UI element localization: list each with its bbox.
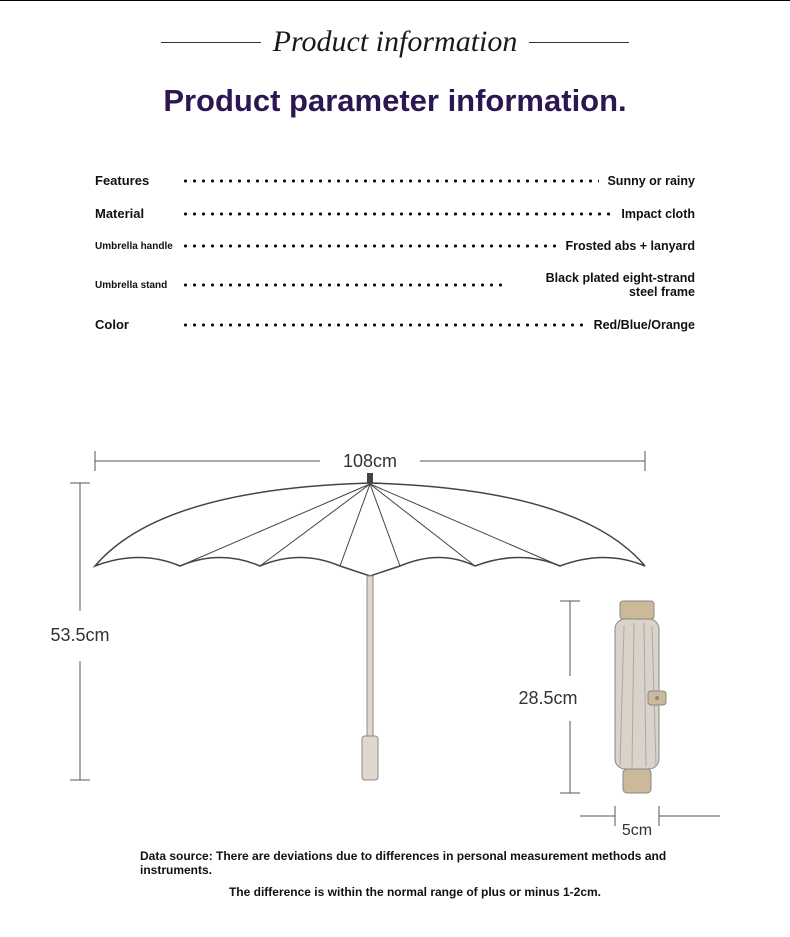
footnote-line2: The difference is within the normal rang…: [140, 885, 690, 899]
dot-leader: [181, 279, 507, 291]
spec-row: Features Sunny or rainy: [95, 173, 695, 188]
spec-label: Color: [95, 317, 173, 332]
spec-value: Frosted abs + lanyard: [565, 239, 695, 253]
canopy-shape: [95, 483, 645, 576]
dimension-diagram: 108cm 53.5cm: [0, 431, 790, 851]
rule-left: [161, 42, 261, 43]
dot-leader: [181, 319, 586, 331]
folded-height-label: 28.5cm: [518, 688, 577, 708]
spec-value: Black plated eight-strand steel frame: [515, 271, 695, 299]
width-label: 108cm: [343, 451, 397, 471]
script-title-text: Product information: [273, 25, 518, 59]
spec-label: Material: [95, 206, 173, 221]
spec-value: Sunny or rainy: [607, 174, 695, 188]
spec-value: Red/Blue/Orange: [594, 318, 695, 332]
spec-row: Umbrella handle Frosted abs + lanyard: [95, 239, 695, 253]
dot-leader: [181, 208, 613, 220]
script-title: Product information: [0, 25, 790, 59]
spec-row: Material Impact cloth: [95, 206, 695, 221]
folded-umbrella: [615, 601, 666, 793]
height-label: 53.5cm: [50, 625, 109, 645]
dot-leader: [181, 240, 557, 252]
rule-right: [529, 42, 629, 43]
spec-value: Impact cloth: [621, 207, 695, 221]
spec-row: Color Red/Blue/Orange: [95, 317, 695, 332]
dot-leader: [181, 175, 599, 187]
spec-label: Umbrella stand: [95, 280, 173, 291]
main-title: Product parameter information.: [0, 83, 790, 119]
spec-label: Umbrella handle: [95, 241, 173, 252]
spec-label: Features: [95, 173, 173, 188]
spec-row: Umbrella stand Black plated eight-strand …: [95, 271, 695, 299]
spec-table: Features Sunny or rainy Material Impact clo…: [95, 173, 695, 332]
footnote-line1: Data source: There are deviations due to…: [140, 849, 690, 877]
folded-width-label: 5cm: [622, 822, 652, 839]
footnote: Data source: There are deviations due to…: [140, 849, 690, 899]
